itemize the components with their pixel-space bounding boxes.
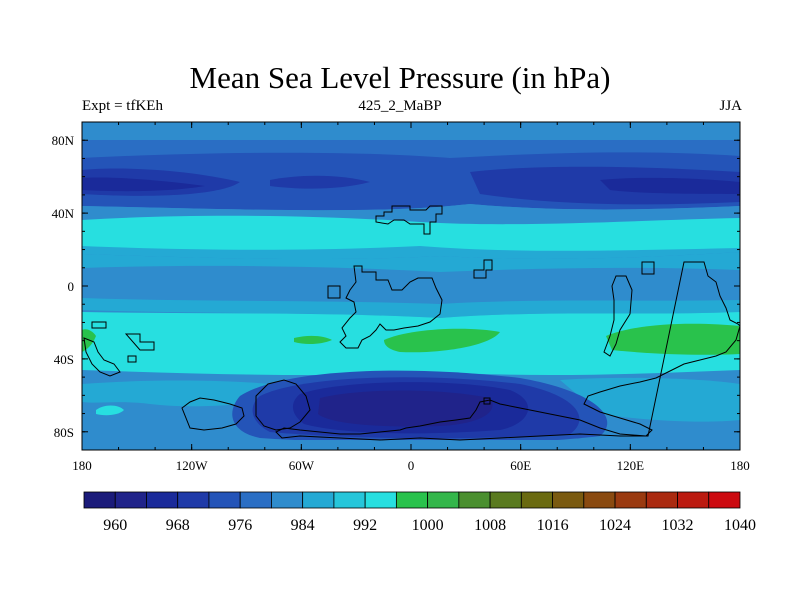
x-tick-label: 60E	[510, 458, 531, 473]
colorbar-label: 1032	[662, 517, 694, 534]
experiment-label: Expt = tfKEh	[82, 98, 163, 114]
y-tick-label: 80N	[52, 133, 75, 148]
island-outline-3	[641, 261, 655, 275]
colorbar-swatch	[114, 491, 147, 509]
x-tick-label: 0	[408, 458, 415, 473]
colorbar-swatch	[427, 491, 460, 509]
colorbar-swatch	[552, 491, 585, 509]
continent-outline-south-b	[255, 379, 311, 431]
colorbar-label: 976	[228, 517, 252, 534]
high-south-atlantic-west	[294, 335, 332, 345]
island-outline-2	[473, 259, 493, 279]
colorbar-label: 1040	[724, 517, 756, 534]
band-equator	[82, 265, 740, 304]
continent-outline-west	[83, 321, 121, 377]
x-tick-label: 180	[730, 458, 750, 473]
continent-outline-south	[275, 261, 740, 441]
colorbar-swatch	[302, 491, 335, 509]
low-north-asia	[470, 166, 740, 205]
colorbar-label: 1016	[537, 517, 569, 534]
island-outline-5	[127, 355, 137, 363]
colorbar-swatch	[395, 491, 429, 509]
colorbar-swatch	[677, 491, 710, 509]
pressure-field	[82, 122, 740, 450]
colorbar-swatch	[364, 491, 397, 509]
colorbar: 960 968 976 984 992 1000 1008 1016 1024 1032 1040	[83, 491, 756, 534]
x-tick-label: 120W	[176, 458, 209, 473]
colorbar-swatch	[146, 491, 179, 509]
colorbar-label: 1008	[474, 517, 506, 534]
low-north-atlantic	[270, 175, 370, 189]
colorbar-swatch	[333, 491, 366, 509]
colorbar-swatch	[208, 491, 241, 509]
colorbar-swatch	[489, 491, 522, 509]
colorbar-label: 984	[291, 517, 315, 534]
colorbar-swatch	[645, 491, 678, 509]
y-tick-label: 40S	[54, 352, 74, 367]
axis-ticks: 180 120W 60W 0 60E 120E 180 80N 40N 0 40S 80S	[52, 121, 750, 473]
band-north-pole	[82, 122, 740, 140]
colorbar-swatch	[583, 491, 616, 509]
y-tick-label: 80S	[54, 425, 74, 440]
low-north-asia-core	[600, 177, 740, 194]
colorbar-label: 1000	[412, 517, 444, 534]
y-tick-label: 0	[68, 279, 75, 294]
y-tick-label: 40N	[52, 206, 75, 221]
island-outline-6	[483, 397, 491, 405]
colorbar-label: 960	[103, 517, 127, 534]
continent-outline-south-c	[181, 397, 245, 431]
colorbar-swatch	[271, 491, 304, 509]
chart-title: Mean Sea Level Pressure (in hPa)	[189, 60, 611, 95]
colorbar-swatch	[614, 491, 647, 509]
colorbar-swatch	[520, 491, 553, 509]
continent-outline-east-a	[603, 275, 633, 357]
period-label: 425_2_MaBP	[358, 98, 442, 114]
continent-outline-north	[375, 205, 443, 235]
high-south-pacific-cell	[96, 405, 124, 416]
colorbar-label: 992	[353, 517, 377, 534]
ridge-south-indian	[560, 377, 740, 422]
continent-outlines	[83, 205, 740, 441]
x-tick-label: 120E	[617, 458, 645, 473]
season-label: JJA	[719, 98, 742, 114]
antarctic-low-core	[318, 390, 493, 427]
island-outline-1	[327, 285, 341, 299]
x-tick-label: 60W	[289, 458, 315, 473]
high-south-indian	[606, 323, 740, 355]
island-outline-4	[124, 333, 155, 351]
colorbar-swatch	[177, 491, 210, 509]
colorbar-swatch	[83, 491, 116, 509]
x-tick-label: 180	[72, 458, 92, 473]
continent-outline-central	[339, 265, 443, 349]
colorbar-swatch	[458, 491, 491, 509]
band-north-high-pressure	[82, 215, 740, 251]
low-north-pacific-core	[82, 177, 205, 192]
colorbar-label: 1024	[599, 517, 631, 534]
colorbar-label: 968	[166, 517, 190, 534]
high-south-atlantic	[384, 328, 500, 353]
colorbar-swatch	[239, 491, 272, 509]
colorbar-swatch	[708, 491, 741, 509]
